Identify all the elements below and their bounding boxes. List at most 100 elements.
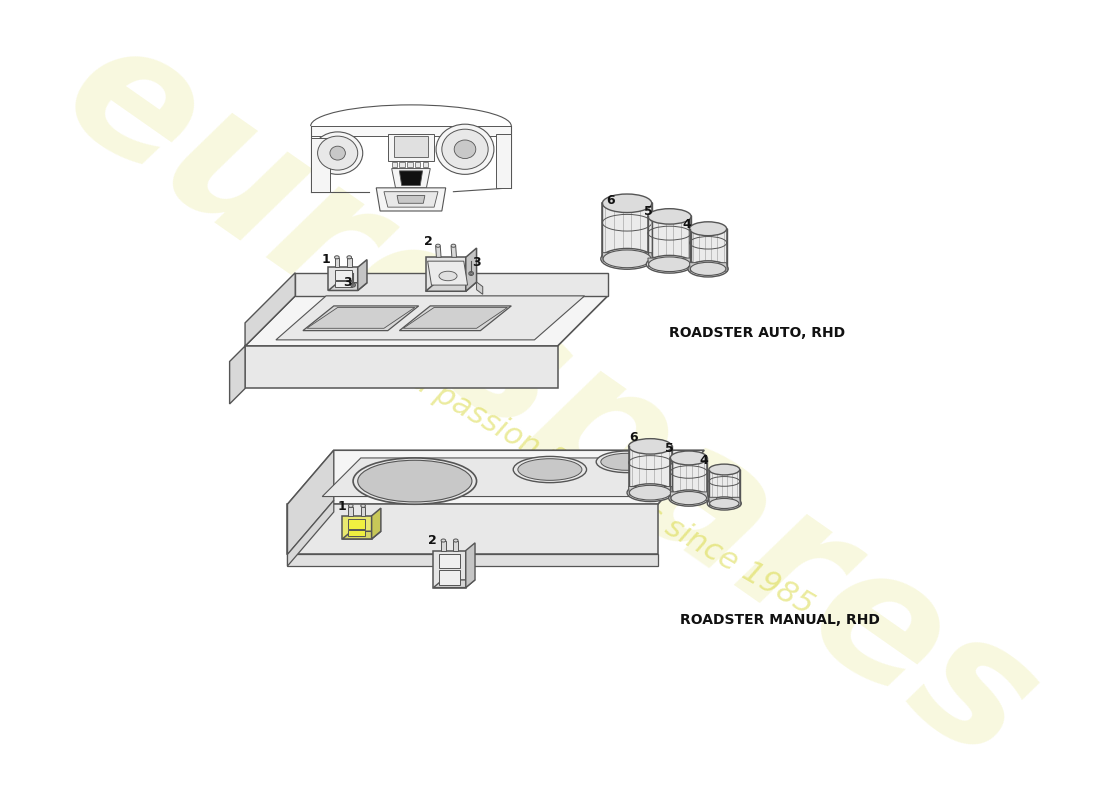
Ellipse shape [346, 256, 352, 259]
Polygon shape [683, 258, 692, 266]
Polygon shape [465, 543, 475, 587]
Ellipse shape [334, 256, 339, 259]
Polygon shape [376, 188, 446, 211]
Text: ROADSTER AUTO, RHD: ROADSTER AUTO, RHD [670, 326, 846, 340]
Ellipse shape [603, 194, 651, 213]
Polygon shape [287, 504, 658, 554]
Polygon shape [644, 253, 652, 261]
Polygon shape [399, 162, 405, 167]
Ellipse shape [312, 132, 363, 174]
Polygon shape [422, 162, 428, 167]
Ellipse shape [629, 486, 671, 500]
Polygon shape [349, 506, 353, 516]
Polygon shape [287, 554, 658, 566]
Polygon shape [690, 229, 727, 269]
Polygon shape [433, 550, 465, 587]
Ellipse shape [707, 497, 741, 510]
Ellipse shape [688, 261, 728, 277]
Ellipse shape [649, 257, 691, 271]
Polygon shape [708, 498, 717, 506]
Polygon shape [628, 446, 672, 493]
Polygon shape [397, 195, 425, 203]
Ellipse shape [647, 255, 693, 273]
Polygon shape [664, 486, 672, 495]
Polygon shape [708, 470, 739, 503]
Polygon shape [451, 246, 456, 258]
Polygon shape [334, 282, 352, 287]
Ellipse shape [352, 284, 354, 286]
Ellipse shape [601, 454, 653, 470]
Polygon shape [603, 203, 651, 259]
Polygon shape [346, 258, 352, 267]
Polygon shape [349, 530, 365, 536]
Polygon shape [426, 258, 465, 291]
Polygon shape [245, 296, 608, 346]
Text: 3: 3 [472, 256, 481, 270]
Polygon shape [415, 162, 420, 167]
Ellipse shape [439, 271, 456, 281]
Polygon shape [433, 580, 475, 587]
Polygon shape [334, 270, 352, 280]
Polygon shape [361, 506, 365, 516]
Polygon shape [310, 126, 512, 136]
Polygon shape [404, 307, 507, 328]
Polygon shape [476, 282, 483, 294]
Polygon shape [441, 542, 446, 550]
Polygon shape [310, 138, 330, 192]
Ellipse shape [603, 250, 651, 268]
Polygon shape [436, 246, 441, 258]
Text: 5: 5 [666, 442, 674, 455]
Polygon shape [628, 486, 637, 495]
Text: 2: 2 [428, 534, 437, 547]
Ellipse shape [710, 498, 739, 509]
Text: 5: 5 [645, 206, 653, 218]
Text: 1: 1 [337, 500, 345, 513]
Polygon shape [496, 134, 512, 188]
Polygon shape [732, 498, 740, 506]
Polygon shape [230, 346, 245, 404]
Polygon shape [392, 169, 430, 188]
Polygon shape [439, 554, 461, 568]
Ellipse shape [451, 244, 455, 247]
Ellipse shape [436, 124, 494, 174]
Text: 1: 1 [321, 253, 330, 266]
Polygon shape [603, 253, 611, 261]
Ellipse shape [349, 504, 353, 507]
Ellipse shape [514, 457, 586, 482]
Ellipse shape [441, 539, 446, 542]
Polygon shape [349, 519, 365, 529]
Ellipse shape [596, 451, 658, 473]
Polygon shape [245, 346, 558, 389]
Polygon shape [334, 258, 339, 267]
Polygon shape [287, 450, 333, 554]
Ellipse shape [351, 283, 355, 287]
Ellipse shape [436, 244, 440, 247]
Polygon shape [322, 458, 681, 497]
Ellipse shape [469, 271, 473, 275]
Ellipse shape [690, 222, 727, 236]
Polygon shape [295, 273, 608, 296]
Text: 6: 6 [606, 194, 615, 207]
Polygon shape [439, 570, 461, 585]
Polygon shape [307, 307, 415, 328]
Polygon shape [407, 162, 412, 167]
Polygon shape [428, 261, 468, 285]
Text: 4: 4 [700, 454, 708, 466]
Ellipse shape [601, 249, 653, 270]
Polygon shape [302, 306, 419, 330]
Polygon shape [670, 458, 707, 498]
Polygon shape [287, 500, 333, 566]
Text: ROADSTER MANUAL, RHD: ROADSTER MANUAL, RHD [680, 613, 879, 627]
Polygon shape [392, 162, 397, 167]
Ellipse shape [518, 458, 582, 480]
Ellipse shape [671, 491, 706, 505]
Polygon shape [399, 171, 422, 186]
Ellipse shape [669, 490, 708, 506]
Ellipse shape [627, 484, 673, 502]
Polygon shape [670, 492, 679, 500]
Polygon shape [453, 542, 458, 550]
Text: 3: 3 [343, 276, 352, 290]
Polygon shape [465, 248, 476, 291]
Ellipse shape [470, 273, 472, 274]
Ellipse shape [670, 451, 707, 465]
